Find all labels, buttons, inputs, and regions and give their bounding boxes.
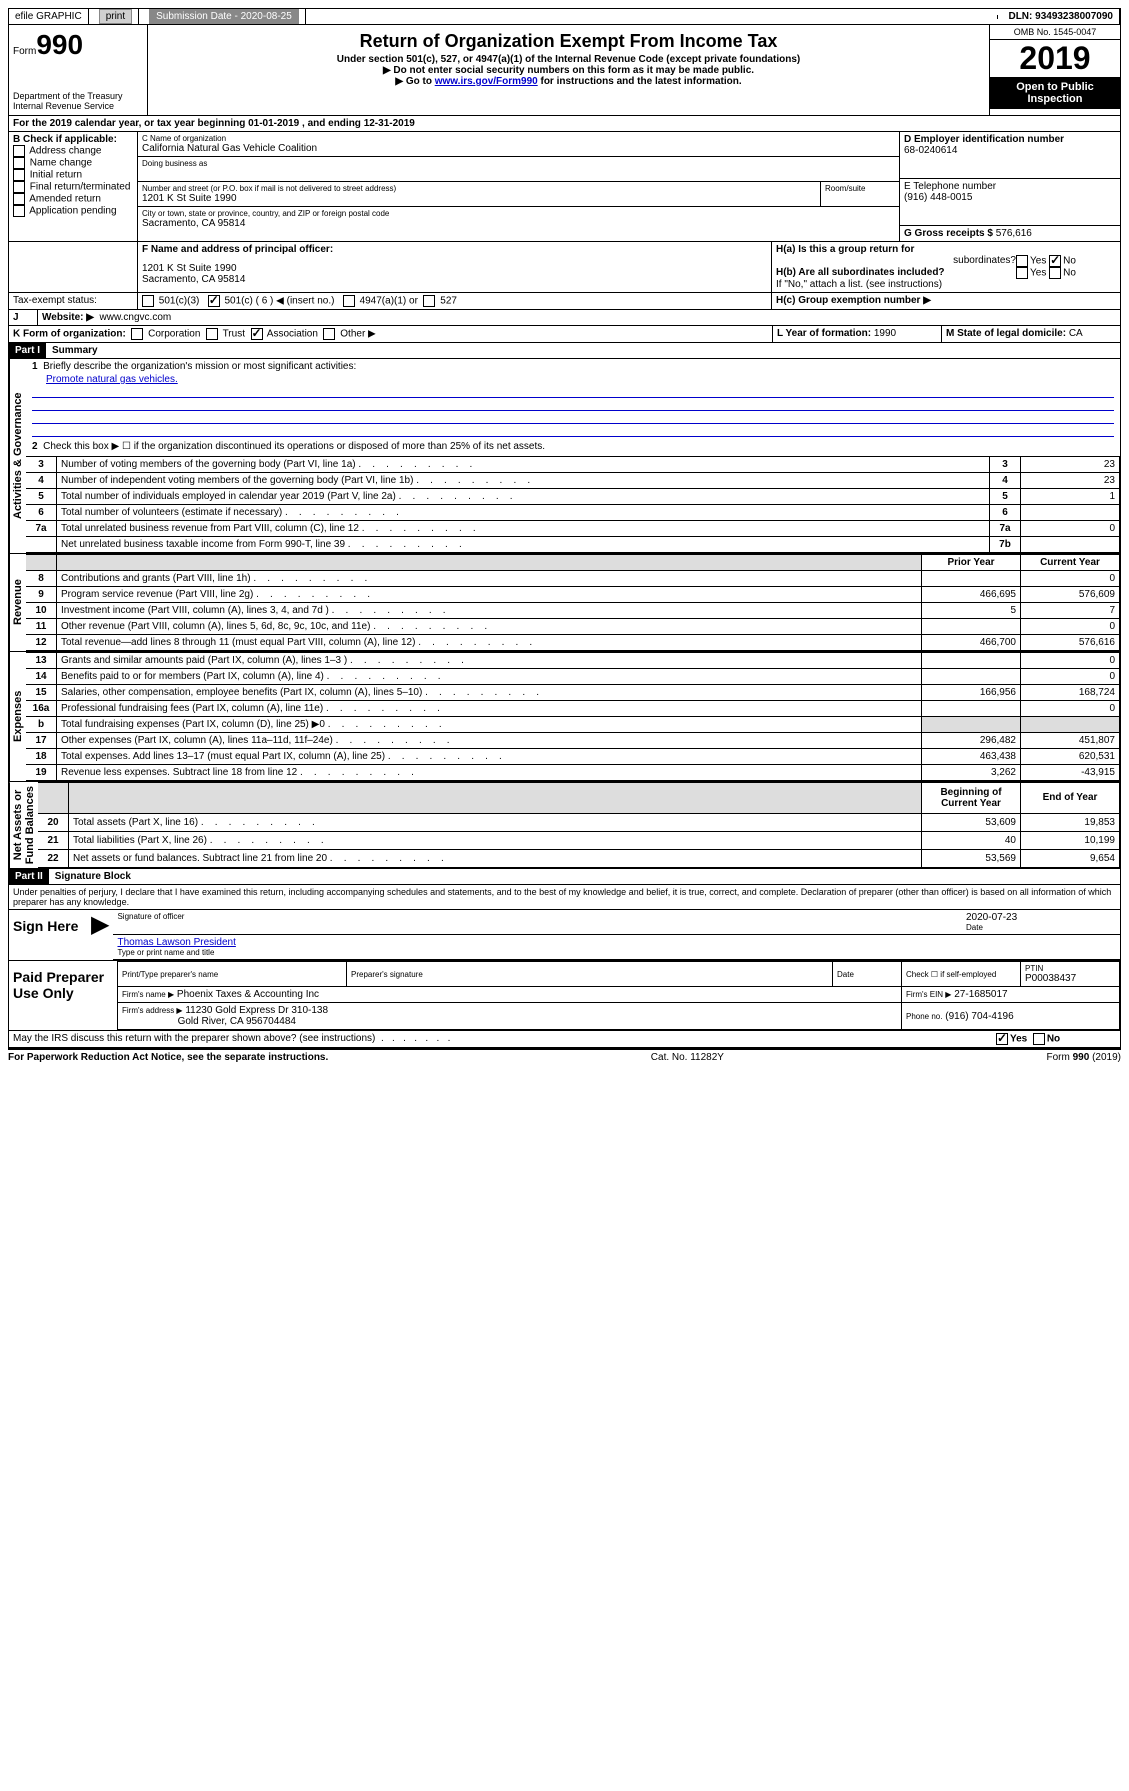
phone: (916) 448-0015 [904,192,1116,203]
box-b-title: B Check if applicable: [13,134,133,145]
boxb-item: Address change [13,145,133,157]
street-address: 1201 K St Suite 1990 [142,193,816,204]
vlabel-netassets: Net Assets or Fund Balances [9,782,38,868]
efile-label: efile GRAPHIC [9,9,89,24]
data-row: 13Grants and similar amounts paid (Part … [26,653,1120,669]
form-number: 990 [36,29,83,60]
ha-no[interactable] [1049,255,1061,267]
data-row: 11Other revenue (Part VIII, column (A), … [26,619,1120,635]
summary-row: 3Number of voting members of the governi… [26,457,1120,473]
data-row: 16aProfessional fundraising fees (Part I… [26,701,1120,717]
data-row: 20Total assets (Part X, line 16)53,60919… [38,813,1120,831]
boxb-item: Application pending [13,205,133,217]
entity-block: B Check if applicable: Address change Na… [8,132,1121,242]
summary-row: 4Number of independent voting members of… [26,473,1120,489]
revenue-block: Revenue Prior YearCurrent Year8Contribut… [8,554,1121,652]
summary-row: 7aTotal unrelated business revenue from … [26,521,1120,537]
data-row: 14Benefits paid to or for members (Part … [26,669,1120,685]
data-row: 17Other expenses (Part IX, column (A), l… [26,733,1120,749]
gross-receipts: 576,616 [996,228,1032,239]
part-1: Part ISummary [8,343,1121,359]
data-row: 8Contributions and grants (Part VIII, li… [26,571,1120,587]
mission: Promote natural gas vehicles. [46,374,178,385]
form-title: Return of Organization Exempt From Incom… [152,31,985,52]
irs: Internal Revenue Service [13,101,143,111]
expenses-block: Expenses 13Grants and similar amounts pa… [8,652,1121,782]
netassets-block: Net Assets or Fund Balances Beginning of… [8,782,1121,869]
boxb-item: Final return/terminated [13,181,133,193]
dln: DLN: 93493238007090 [1002,9,1120,24]
sign-here: Sign Here ▶ Signature of officer 2020-07… [8,910,1121,961]
form-header: Form990 Department of the Treasury Inter… [8,25,1121,116]
dept: Department of the Treasury [13,91,143,101]
part-2: Part IISignature Block [8,869,1121,885]
vlabel-governance: Activities & Governance [9,359,26,553]
discuss-row: May the IRS discuss this return with the… [8,1031,1121,1048]
boxb-item: Initial return [13,169,133,181]
irs-link[interactable]: www.irs.gov/Form990 [435,76,538,87]
vlabel-expenses: Expenses [9,652,26,781]
paid-preparer: Paid Preparer Use Only Print/Type prepar… [8,961,1121,1031]
omb: OMB No. 1545-0047 [990,25,1120,40]
subtitle-2: ▶ Do not enter social security numbers o… [152,65,985,76]
org-name: California Natural Gas Vehicle Coalition [142,143,895,154]
data-row: 10Investment income (Part VIII, column (… [26,603,1120,619]
arrow-icon: ▶ [87,910,113,939]
summary-row: Net unrelated business taxable income fr… [26,537,1120,553]
officer-group-block: F Name and address of principal officer:… [8,242,1121,293]
data-row: 21Total liabilities (Part X, line 26)401… [38,831,1120,849]
boxb-item: Name change [13,157,133,169]
website-row: J Website: ▶ www.cngvc.com [8,310,1121,326]
klm-row: K Form of organization: Corporation Trus… [8,326,1121,343]
data-row: 19Revenue less expenses. Subtract line 1… [26,765,1120,781]
discuss-yes[interactable] [996,1033,1008,1045]
perjury-declaration: Under penalties of perjury, I declare th… [8,885,1121,910]
subtitle-1: Under section 501(c), 527, or 4947(a)(1)… [152,54,985,65]
data-row: 18Total expenses. Add lines 13–17 (must … [26,749,1120,765]
print-button[interactable]: print [99,9,132,24]
hb-yes[interactable] [1016,267,1028,279]
officer-name: Thomas Lawson President [117,937,235,948]
data-row: bTotal fundraising expenses (Part IX, co… [26,717,1120,733]
ha-yes[interactable] [1016,255,1028,267]
data-row: 12Total revenue—add lines 8 through 11 (… [26,635,1120,651]
summary-row: 5Total number of individuals employed in… [26,489,1120,505]
boxb-item: Amended return [13,193,133,205]
form-label: Form [13,46,36,57]
page-footer: For Paperwork Reduction Act Notice, see … [8,1048,1121,1063]
city-state-zip: Sacramento, CA 95814 [142,218,895,229]
line-a: For the 2019 calendar year, or tax year … [8,116,1121,132]
summary-block: Activities & Governance 1 Briefly descri… [8,359,1121,554]
ein: 68-0240614 [904,145,1116,156]
summary-row: 6Total number of volunteers (estimate if… [26,505,1120,521]
vlabel-revenue: Revenue [9,554,26,651]
data-row: 22Net assets or fund balances. Subtract … [38,850,1120,868]
data-row: 15Salaries, other compensation, employee… [26,685,1120,701]
tax-exempt-row: Tax-exempt status: 501(c)(3) 501(c) ( 6 … [8,293,1121,310]
website-url: www.cngvc.com [100,312,172,323]
hb-no[interactable] [1049,267,1061,279]
top-bar: efile GRAPHIC print Submission Date - 20… [8,8,1121,25]
data-row: 9Program service revenue (Part VIII, lin… [26,587,1120,603]
discuss-no[interactable] [1033,1033,1045,1045]
submission-date: Submission Date - 2020-08-25 [149,9,299,24]
tax-year: 2019 [990,40,1120,77]
